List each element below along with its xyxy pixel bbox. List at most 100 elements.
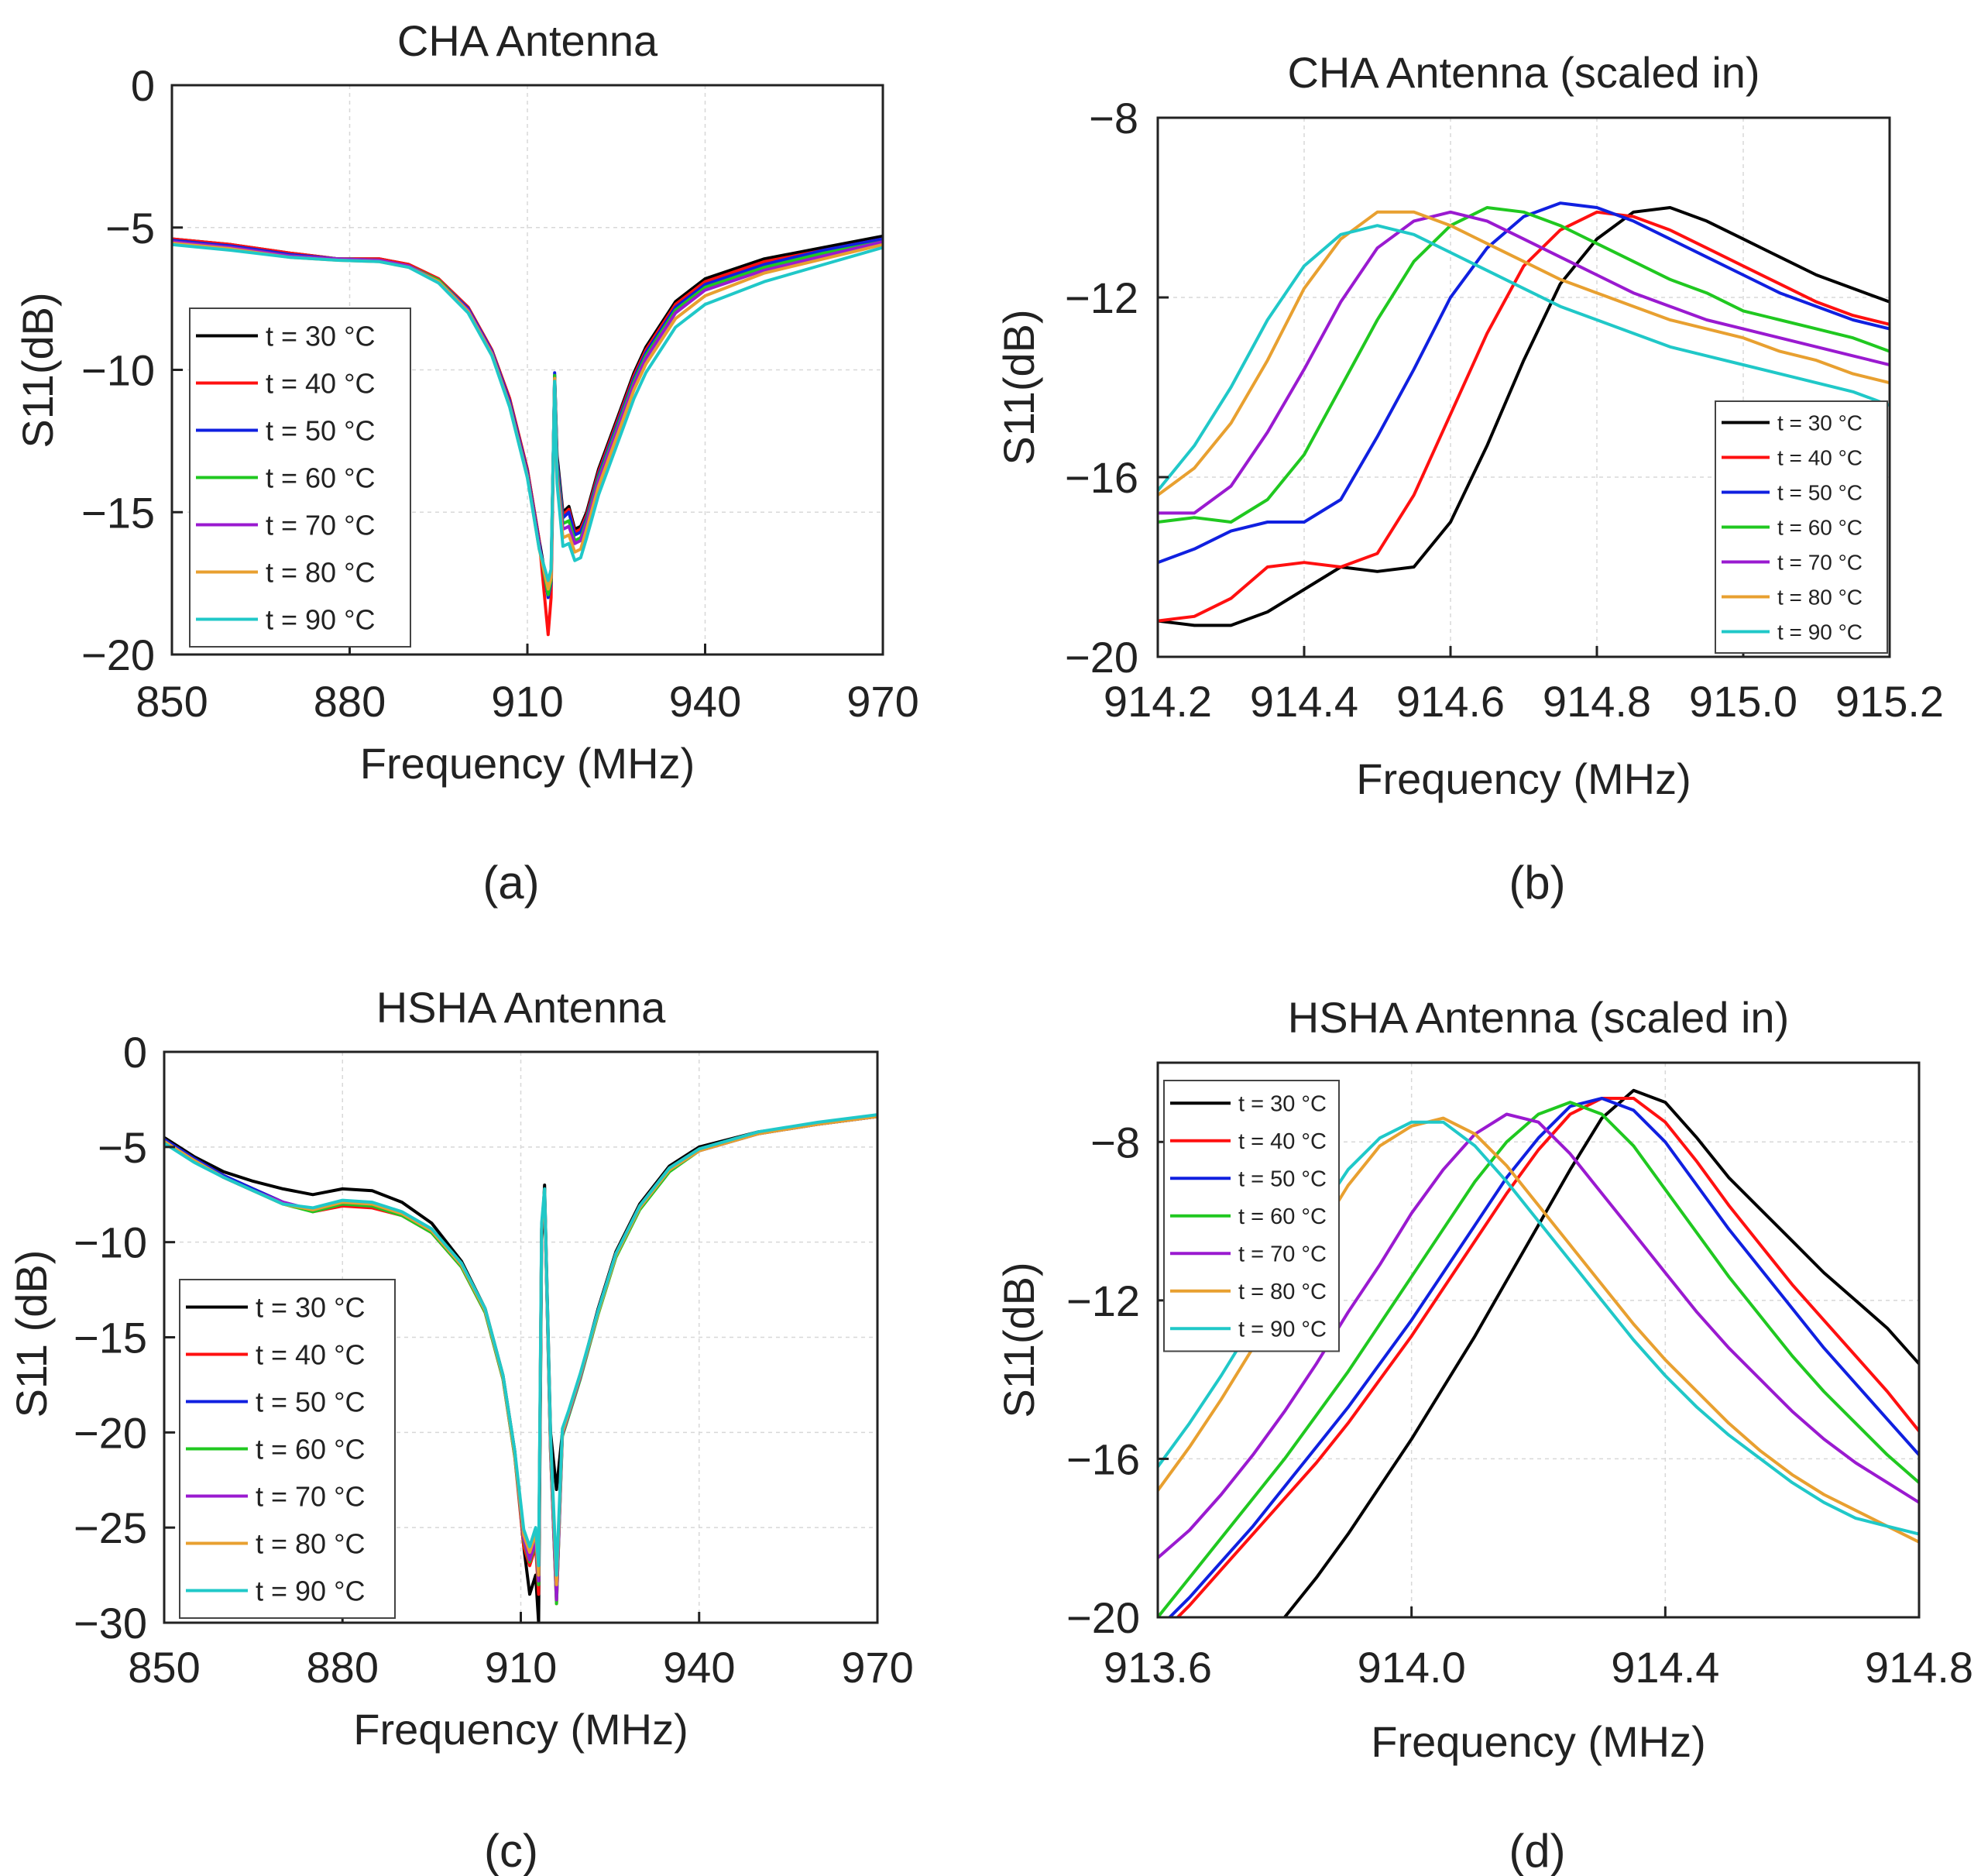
- x-tick-label: 914.2: [1104, 677, 1212, 726]
- legend-label: t = 30 °C: [266, 320, 375, 352]
- legend-label: t = 90 °C: [1238, 1318, 1327, 1342]
- legend-label: t = 90 °C: [256, 1575, 365, 1606]
- x-tick-label: 914.0: [1358, 1643, 1466, 1692]
- series-line-60c: [1158, 206, 1890, 524]
- panel-label: (a): [482, 857, 539, 909]
- y-tick-label: 0: [131, 61, 155, 110]
- y-tick-label: −20: [1065, 633, 1138, 682]
- legend: t = 30 °C t = 40 °C t = 50 °C t = 60 °C t = …: [189, 308, 411, 648]
- legend-label: t = 60 °C: [1777, 516, 1863, 540]
- y-tick-label: −16: [1065, 453, 1138, 502]
- legend: t = 30 °C t = 40 °C t = 50 °C t = 60 °C t = …: [1715, 400, 1888, 654]
- panel-label: (b): [1509, 857, 1565, 909]
- x-tick-label: 915.2: [1835, 677, 1944, 726]
- x-tick-label: 914.8: [1865, 1643, 1973, 1692]
- y-tick-label: −20: [74, 1408, 147, 1457]
- x-axis-label: Frequency (MHz): [1356, 754, 1691, 803]
- series-line-70c: [1158, 1112, 1919, 1559]
- legend-label: t = 70 °C: [256, 1480, 365, 1512]
- x-tick-label: 880: [314, 677, 386, 726]
- series-line-50c: [1167, 1097, 1919, 1617]
- y-tick-label: −8: [1090, 1118, 1140, 1166]
- y-tick-label: −12: [1065, 273, 1138, 322]
- series-line-50c: [1158, 201, 1890, 565]
- series-line-60c: [1158, 1101, 1919, 1617]
- series-line-90c: [172, 242, 883, 582]
- y-axis-label: S11(dB): [994, 309, 1043, 465]
- x-tick-label: 940: [663, 1643, 735, 1692]
- legend-label: t = 90 °C: [1777, 620, 1863, 644]
- y-axis-label: S11(dB): [13, 292, 62, 448]
- legend-label: t = 60 °C: [256, 1433, 365, 1465]
- legend-label: t = 70 °C: [266, 509, 375, 541]
- legend-label: t = 90 °C: [266, 603, 375, 635]
- y-tick-label: −20: [81, 630, 155, 679]
- chart-title: HSHA Antenna (scaled in): [1288, 993, 1789, 1042]
- legend-label: t = 60 °C: [266, 462, 375, 493]
- x-tick-label: 910: [491, 677, 563, 726]
- plot-frame: [1156, 1061, 1921, 1619]
- legend-label: t = 30 °C: [256, 1291, 365, 1323]
- x-tick-label: 970: [846, 677, 918, 726]
- x-tick-label: 914.8: [1543, 677, 1651, 726]
- x-tick-label: 915.0: [1689, 677, 1797, 726]
- plot-frame: [1156, 116, 1891, 658]
- y-tick-label: −5: [98, 1123, 147, 1172]
- series-line-40c: [1175, 1097, 1919, 1617]
- x-tick-label: 940: [669, 677, 741, 726]
- chart-title: CHA Antenna: [397, 16, 658, 65]
- legend-label: t = 80 °C: [1238, 1280, 1327, 1304]
- x-tick-label: 914.4: [1250, 677, 1358, 726]
- legend-label: t = 50 °C: [1238, 1167, 1327, 1192]
- series-group: [172, 234, 883, 637]
- x-axis-label: Frequency (MHz): [360, 739, 695, 788]
- x-axis-label: Frequency (MHz): [1371, 1717, 1706, 1766]
- y-tick-label: −25: [74, 1503, 147, 1552]
- chart-panel-d: 913.6 914.0 914.4 914.8 −8 −12 −16 −20 HSHA Ante…: [994, 993, 1973, 1876]
- legend-label: t = 30 °C: [1777, 411, 1863, 435]
- legend-label: t = 80 °C: [266, 556, 375, 588]
- y-tick-label: −10: [74, 1218, 147, 1267]
- chart-title: CHA Antenna (scaled in): [1287, 48, 1760, 97]
- legend: t = 30 °C t = 40 °C t = 50 °C t = 60 °C t = …: [179, 1279, 396, 1619]
- chart-panel-b: 914.2 914.4 914.6 914.8 915.0 915.2 −8 −12 −16 −2…: [994, 48, 1944, 909]
- legend-label: t = 60 °C: [1238, 1204, 1327, 1229]
- x-tick-label: 970: [841, 1643, 913, 1692]
- y-tick-label: −10: [81, 346, 155, 395]
- x-tick-label: 914.4: [1611, 1643, 1719, 1692]
- legend-label: t = 70 °C: [1238, 1242, 1327, 1267]
- y-tick-label: −30: [74, 1599, 147, 1648]
- legend-label: t = 50 °C: [266, 414, 375, 446]
- chart-panel-c: 850 880 910 940 970 0 −5 −10 −15 −20 −25 −30 HSHA An…: [7, 983, 914, 1876]
- x-tick-label: 914.6: [1396, 677, 1505, 726]
- series-line-40c: [1158, 210, 1890, 623]
- x-tick-label: 910: [485, 1643, 557, 1692]
- legend-label: t = 40 °C: [1777, 446, 1863, 470]
- legend: t = 30 °C t = 40 °C t = 50 °C t = 60 °C t = …: [1163, 1080, 1340, 1352]
- y-tick-label: −16: [1066, 1434, 1140, 1483]
- legend-label: t = 70 °C: [1777, 551, 1863, 575]
- chart-panel-a: 850 880 910 940 970 0 −5 −10 −15 −20 CHA Antenna Fr…: [13, 16, 919, 909]
- y-tick-label: −8: [1089, 94, 1138, 143]
- series-line-90c: [1158, 224, 1890, 492]
- y-axis-label: S11(dB): [994, 1262, 1043, 1417]
- legend-label: t = 40 °C: [256, 1338, 365, 1370]
- y-tick-label: 0: [123, 1028, 147, 1077]
- series-line-70c: [1158, 210, 1890, 515]
- series-line-80c: [1158, 210, 1890, 496]
- legend-label: t = 50 °C: [1777, 481, 1863, 505]
- series-group: [164, 1113, 877, 1623]
- legend-label: t = 50 °C: [256, 1386, 365, 1417]
- x-tick-label: 913.6: [1104, 1643, 1212, 1692]
- y-tick-label: −5: [105, 204, 155, 253]
- legend-label: t = 80 °C: [256, 1527, 365, 1559]
- legend-label: t = 40 °C: [266, 367, 375, 399]
- y-axis-label: S11 (dB): [7, 1250, 56, 1418]
- y-tick-label: −15: [81, 488, 155, 537]
- series-group: [1158, 201, 1890, 627]
- series-line-30c: [1158, 206, 1890, 627]
- panel-label: (d): [1509, 1825, 1565, 1876]
- chart-title: HSHA Antenna: [376, 983, 666, 1032]
- y-tick-label: −20: [1066, 1593, 1140, 1642]
